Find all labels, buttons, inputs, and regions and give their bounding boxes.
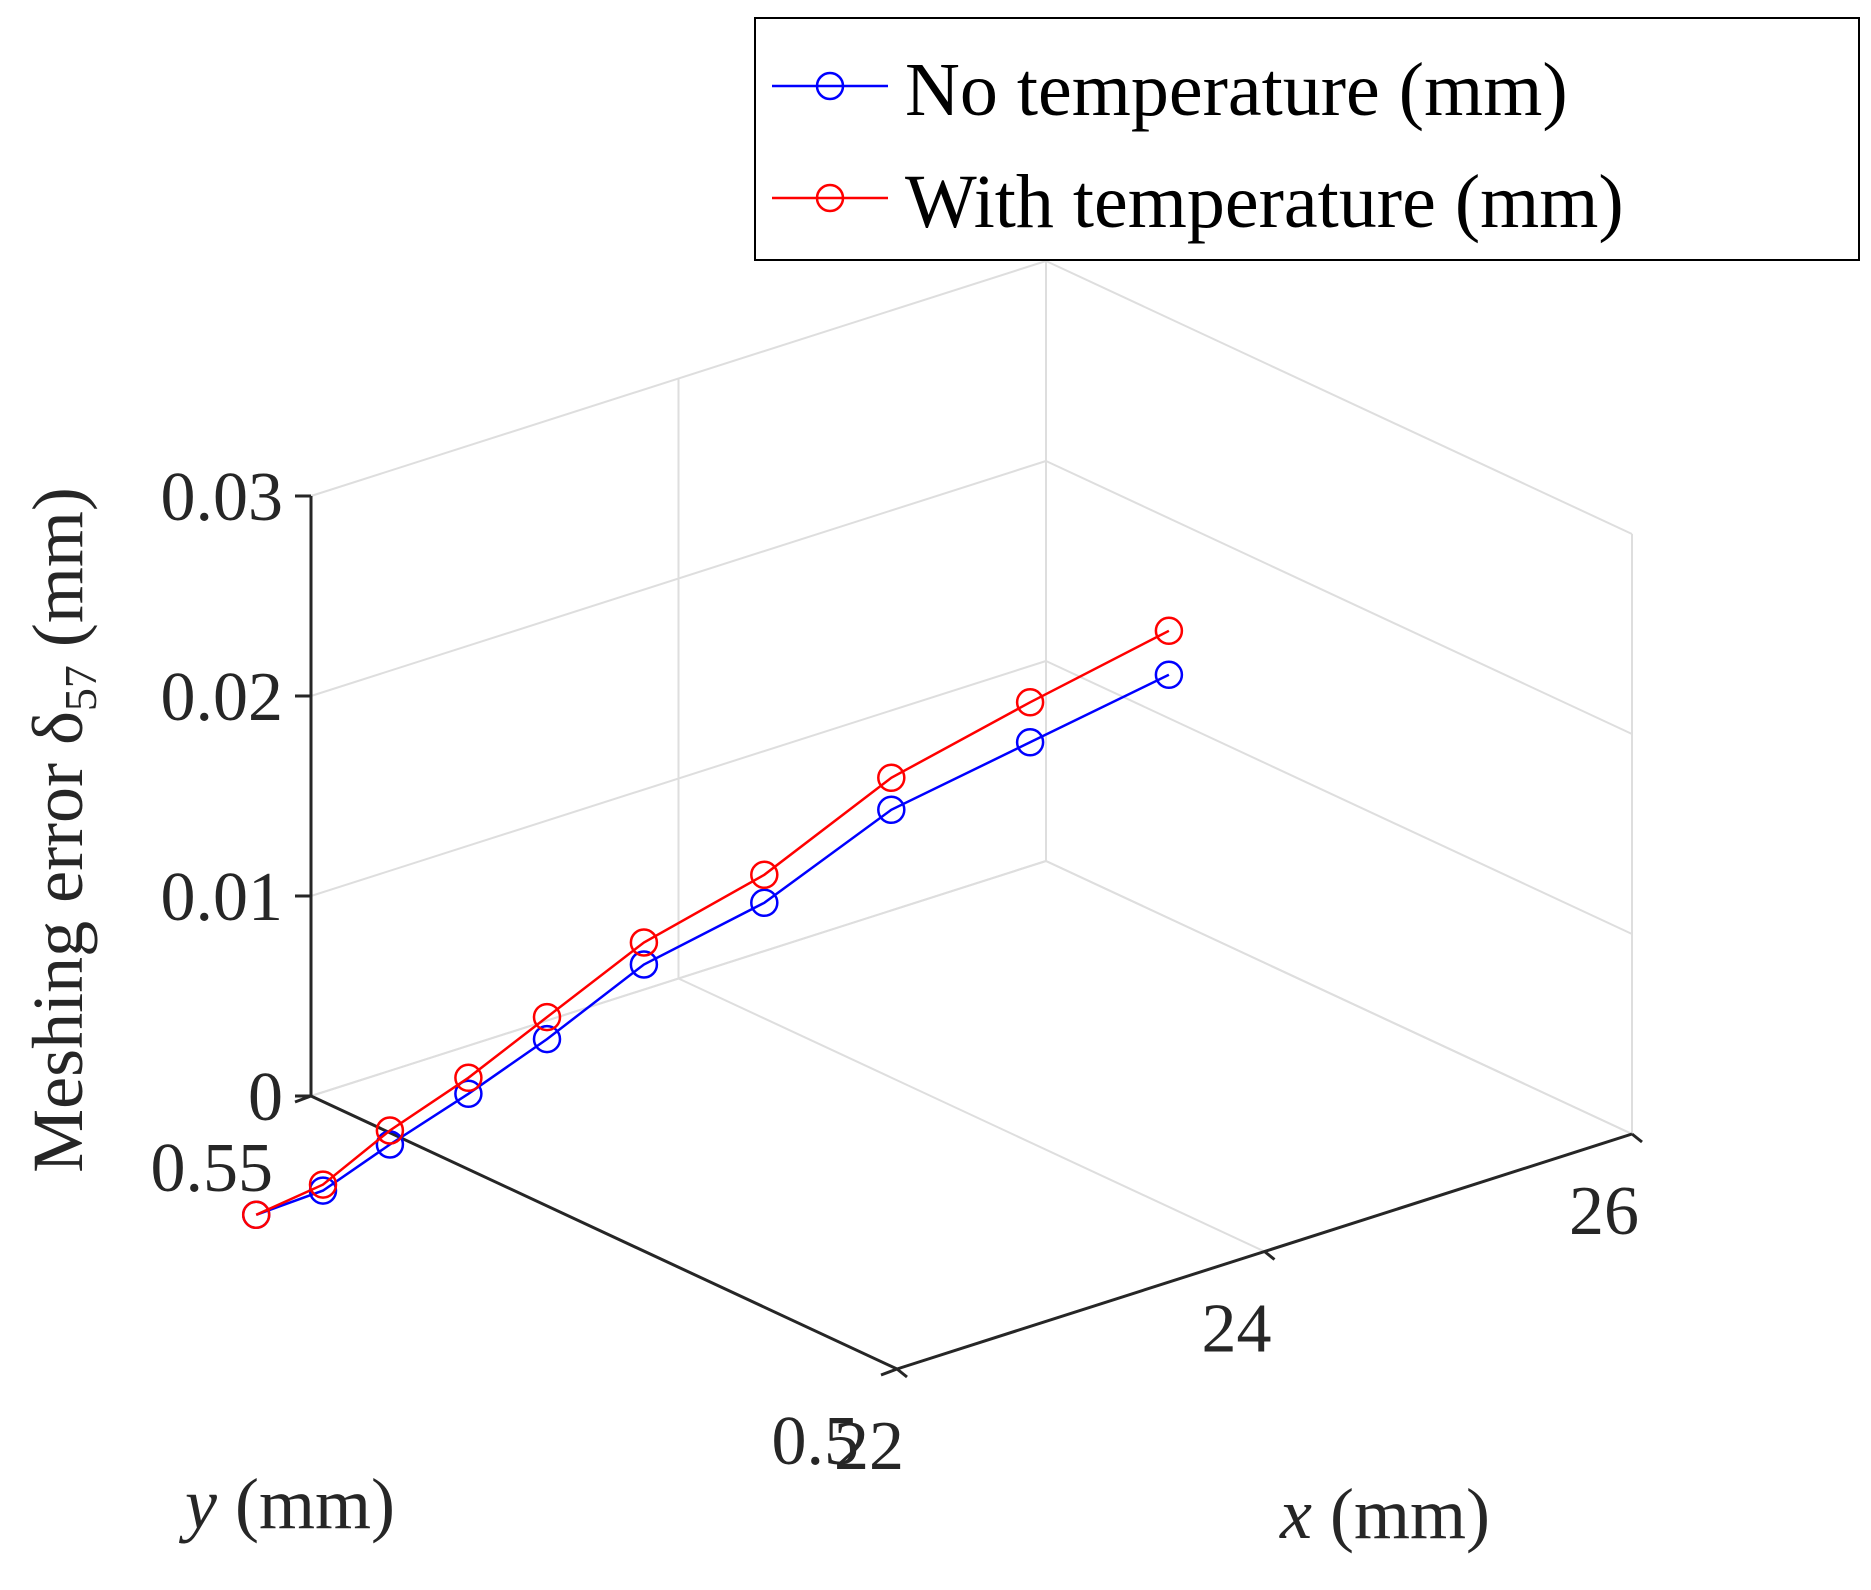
series-line-no-temperature [255,673,1170,1216]
data-point-with-temperature-5 [629,928,659,957]
legend-label-no-temperature: No temperature (mm) [905,48,1568,132]
grid-floor-y-1 [310,860,1047,1097]
z-axis-label-prefix: Meshing error [18,745,98,1173]
grid-side-z-1 [1045,660,1633,935]
x-tick-label-0: 22 [834,1408,904,1485]
series-layer [241,616,1184,1230]
data-point-no-temperature-7 [877,795,906,825]
y-axis-label: y (mm) [178,1464,395,1544]
z-axis-label-symbol: δ [18,711,98,745]
data-point-with-temperature-6 [750,860,779,890]
y-tick-label-1: 0.55 [151,1130,274,1207]
z-tick-label-0: 0 [248,1059,283,1136]
y-axis-label-unit: (mm) [217,1464,395,1544]
x-axis-label-unit: (mm) [1312,1474,1490,1554]
y-axis-line [310,1094,898,1371]
y-tick-label-0: 0.5 [772,1403,860,1480]
data-point-no-temperature-5 [629,950,659,979]
data-point-no-temperature-9 [1154,660,1184,690]
y-tick-mark-0 [880,1367,898,1377]
data-point-with-temperature-8 [1015,688,1045,717]
x-tick-mark-2 [1631,1132,1643,1144]
grid-side-z-3 [1045,260,1633,535]
legend-label-with-temperature: With temperature (mm) [905,160,1624,244]
legend-marker-no-temperature [815,71,845,101]
data-point-with-temperature-2 [375,1116,405,1145]
legend: No temperature (mm) With temperature (mm… [754,17,1860,261]
data-point-with-temperature-4 [532,1002,562,1032]
grid-floor-x-2 [1045,860,1633,1135]
data-point-no-temperature-4 [532,1024,562,1054]
data-point-no-temperature-6 [750,888,779,918]
series-line-with-temperature [255,629,1170,1216]
ticks-layer: 22 24 26 0.5 0.550 0.01 0.02 0.03 [151,459,1643,1485]
y-axis-label-var: y [178,1464,217,1544]
x-axis-label: x (mm) [1279,1474,1490,1554]
z-axis-label-unit: (mm) [18,487,98,665]
z-tick-label-3: 0.03 [161,459,284,536]
axes-layer [309,496,1633,1371]
z-axis-label-subscript: 57 [55,665,106,711]
data-point-no-temperature-3 [454,1079,483,1109]
grid-layer [310,260,1633,1370]
z-tick-label-1: 0.01 [161,859,284,936]
data-point-with-temperature-1 [308,1170,338,1199]
data-point-with-temperature-0 [241,1200,271,1230]
x-tick-mark-1 [1263,1250,1276,1261]
x-axis-label-var: x [1279,1474,1312,1554]
data-point-with-temperature-7 [877,763,906,793]
data-point-no-temperature-8 [1015,728,1045,757]
legend-marker-with-temperature [815,183,845,213]
x-tick-mark-0 [896,1367,908,1379]
x-tick-label-2: 26 [1569,1173,1639,1250]
grid-floor-x-1 [678,977,1265,1253]
z-tick-label-2: 0.02 [161,659,284,736]
legend-box [754,17,1860,261]
grid-side-z-2 [1045,460,1633,735]
data-point-with-temperature-9 [1154,616,1184,646]
x-tick-label-1: 24 [1202,1291,1272,1368]
data-point-with-temperature-3 [454,1063,483,1093]
z-axis-label: Meshing error δ57 (mm) [18,487,106,1173]
